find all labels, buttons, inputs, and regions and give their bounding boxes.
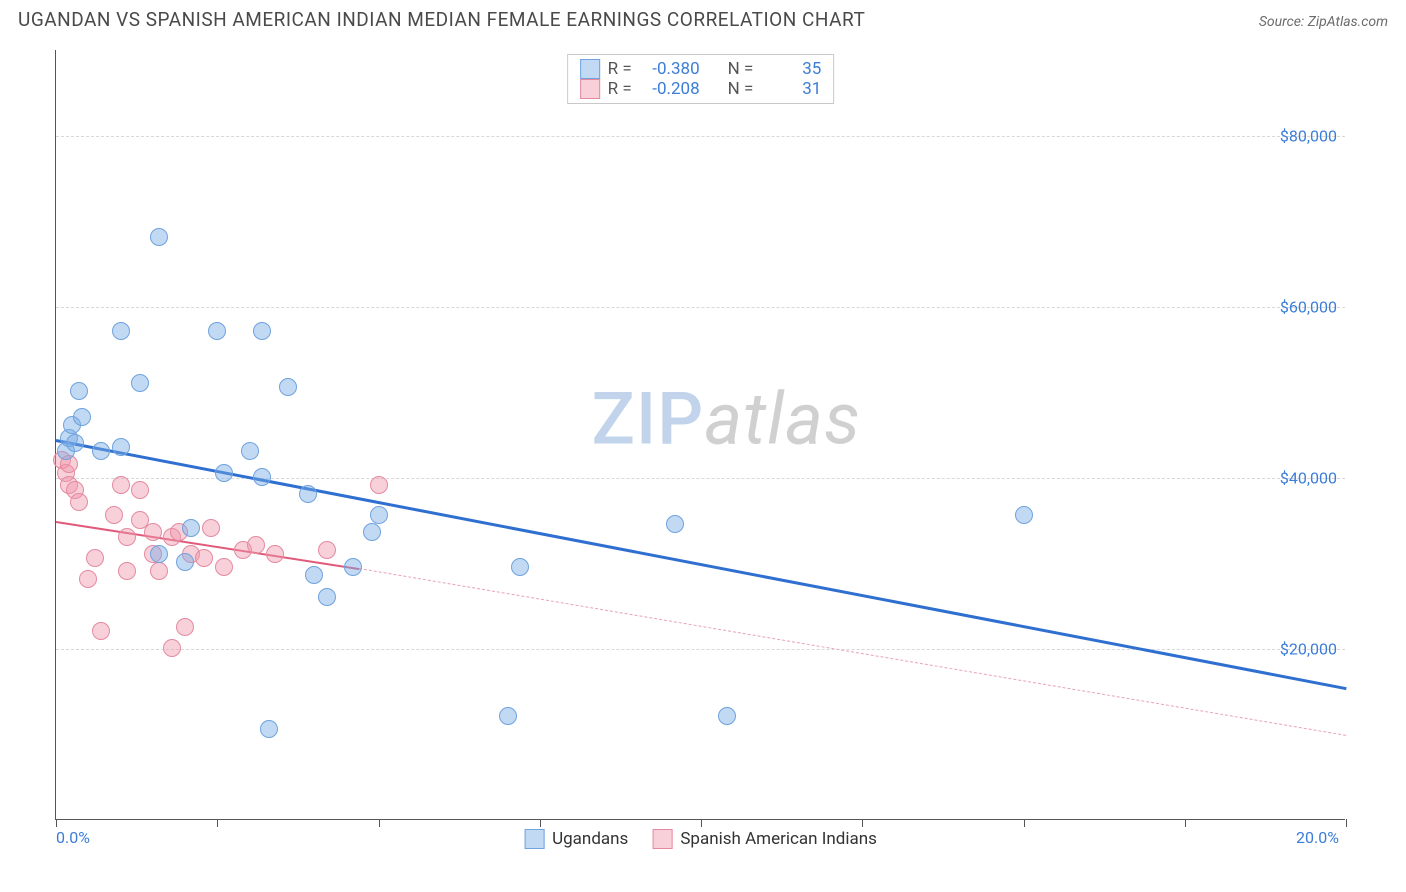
legend-item-spanish: Spanish American Indians — [652, 829, 877, 849]
data-point — [666, 515, 684, 533]
data-point — [202, 519, 220, 537]
r-value-spanish: -0.208 — [640, 79, 700, 99]
data-point — [70, 382, 88, 400]
correlation-row-spanish: R = -0.208 N = 31 — [580, 79, 822, 99]
watermark-zip: ZIP — [591, 377, 704, 462]
plot-region: ZIPatlas R = -0.380 N = 35 R = -0.208 N … — [55, 50, 1345, 820]
data-point — [318, 588, 336, 606]
correlation-row-ugandans: R = -0.380 N = 35 — [580, 59, 822, 79]
data-point — [215, 464, 233, 482]
correlation-legend: R = -0.380 N = 35 R = -0.208 N = 31 — [567, 54, 835, 104]
r-label: R = — [608, 79, 632, 99]
data-point — [253, 322, 271, 340]
n-value-spanish: 31 — [761, 79, 821, 99]
data-point — [118, 528, 136, 546]
data-point — [279, 378, 297, 396]
swatch-ugandans-icon — [524, 829, 544, 849]
n-label: N = — [728, 59, 754, 79]
data-point — [176, 618, 194, 636]
data-point — [215, 558, 233, 576]
data-point — [163, 639, 181, 657]
x-tick-label: 20.0% — [1296, 828, 1339, 847]
data-point — [150, 228, 168, 246]
data-point — [92, 622, 110, 640]
data-point — [718, 707, 736, 725]
data-point — [73, 408, 91, 426]
y-tick-label: $20,000 — [1280, 639, 1337, 658]
x-tick — [379, 819, 380, 827]
data-point — [208, 322, 226, 340]
y-tick-label: $60,000 — [1280, 297, 1337, 316]
watermark: ZIPatlas — [591, 377, 861, 462]
legend-label-ugandans: Ugandans — [552, 829, 628, 849]
data-point — [253, 468, 271, 486]
data-point — [118, 562, 136, 580]
gridline — [56, 136, 1345, 137]
data-point — [499, 707, 517, 725]
data-point — [318, 541, 336, 559]
chart-header: UGANDAN VS SPANISH AMERICAN INDIAN MEDIA… — [0, 0, 1406, 35]
swatch-spanish-icon — [580, 79, 600, 99]
data-point — [260, 720, 278, 738]
legend-item-ugandans: Ugandans — [524, 829, 628, 849]
data-point — [105, 506, 123, 524]
x-tick — [540, 819, 541, 827]
data-point — [112, 438, 130, 456]
data-point — [176, 553, 194, 571]
legend-label-spanish: Spanish American Indians — [680, 829, 877, 849]
data-point — [92, 442, 110, 460]
data-point — [150, 562, 168, 580]
n-value-ugandans: 35 — [761, 59, 821, 79]
watermark-atlas: atlas — [704, 377, 861, 462]
r-label: R = — [608, 59, 632, 79]
data-point — [112, 322, 130, 340]
data-point — [150, 545, 168, 563]
x-tick — [1185, 819, 1186, 827]
data-point — [370, 506, 388, 524]
data-point — [131, 481, 149, 499]
data-point — [131, 374, 149, 392]
x-tick — [1024, 819, 1025, 827]
x-tick — [217, 819, 218, 827]
swatch-ugandans-icon — [580, 59, 600, 79]
data-point — [299, 485, 317, 503]
swatch-spanish-icon — [652, 829, 672, 849]
gridline — [56, 307, 1345, 308]
data-point — [241, 442, 259, 460]
data-point — [247, 536, 265, 554]
r-value-ugandans: -0.380 — [640, 59, 700, 79]
data-point — [79, 570, 97, 588]
x-tick — [56, 819, 57, 827]
chart-area: Median Female Earnings ZIPatlas R = -0.3… — [0, 40, 1406, 892]
chart-source: Source: ZipAtlas.com — [1259, 14, 1388, 30]
y-tick-label: $40,000 — [1280, 468, 1337, 487]
data-point — [344, 558, 362, 576]
source-value: ZipAtlas.com — [1308, 14, 1388, 30]
data-point — [266, 545, 284, 563]
data-point — [70, 493, 88, 511]
data-point — [182, 519, 200, 537]
y-tick-label: $80,000 — [1280, 126, 1337, 145]
data-point — [511, 558, 529, 576]
data-point — [305, 566, 323, 584]
data-point — [363, 523, 381, 541]
series-legend: Ugandans Spanish American Indians — [524, 829, 877, 849]
data-point — [112, 476, 130, 494]
x-tick — [701, 819, 702, 827]
chart-title: UGANDAN VS SPANISH AMERICAN INDIAN MEDIA… — [18, 8, 865, 31]
n-label: N = — [728, 79, 754, 99]
data-point — [144, 523, 162, 541]
source-label: Source: — [1259, 14, 1304, 30]
data-point — [86, 549, 104, 567]
data-point — [1015, 506, 1033, 524]
data-point — [66, 434, 84, 452]
data-point — [195, 549, 213, 567]
x-tick — [1346, 819, 1347, 827]
data-point — [370, 476, 388, 494]
x-tick — [862, 819, 863, 827]
x-tick-label: 0.0% — [56, 828, 90, 847]
